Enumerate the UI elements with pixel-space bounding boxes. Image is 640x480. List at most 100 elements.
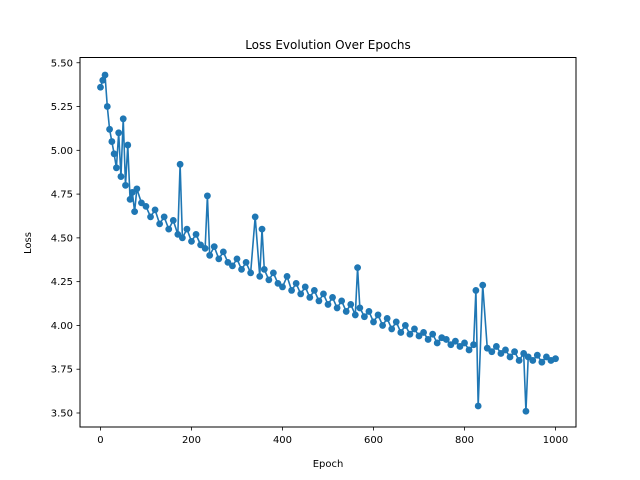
- data-point: [488, 348, 496, 356]
- data-point: [247, 269, 255, 277]
- data-point: [238, 265, 245, 273]
- plot-area: [97, 71, 559, 415]
- data-point: [292, 280, 300, 287]
- data-point: [204, 192, 211, 200]
- data-point: [124, 141, 132, 149]
- data-point: [442, 336, 450, 343]
- data-point: [529, 357, 537, 364]
- data-point: [169, 216, 177, 224]
- data-point: [301, 283, 309, 291]
- data-point: [183, 225, 191, 233]
- data-point: [533, 351, 541, 359]
- y-tick-label: 3.75: [51, 365, 73, 376]
- data-point: [320, 290, 327, 298]
- data-point: [242, 258, 250, 266]
- data-point: [288, 287, 295, 294]
- data-point: [201, 244, 209, 252]
- y-tick-label: 4.50: [51, 233, 73, 244]
- y-tick-label: 5.50: [51, 58, 73, 69]
- data-point: [131, 208, 139, 216]
- data-point: [115, 129, 123, 137]
- data-point: [433, 339, 441, 347]
- data-point: [333, 304, 341, 312]
- data-point: [397, 329, 405, 336]
- data-point: [233, 255, 241, 263]
- data-point: [279, 283, 286, 291]
- data-point: [522, 407, 530, 415]
- data-point: [283, 273, 291, 280]
- data-point: [379, 322, 387, 329]
- data-point: [370, 318, 377, 326]
- data-point: [479, 281, 487, 289]
- data-point: [113, 164, 120, 172]
- data-point: [472, 287, 480, 294]
- data-point: [383, 315, 391, 322]
- data-point: [424, 336, 432, 343]
- data-point: [215, 255, 223, 263]
- x-tick-label: 800: [455, 435, 474, 446]
- data-point: [119, 115, 127, 123]
- data-point: [552, 355, 559, 363]
- data-point: [101, 71, 109, 79]
- data-point: [97, 83, 104, 91]
- data-point: [338, 297, 346, 305]
- y-tick-label: 5.00: [51, 146, 73, 157]
- data-point: [265, 276, 273, 284]
- data-point: [206, 251, 214, 259]
- data-point: [99, 76, 107, 84]
- x-axis: 0 200 400 600 800 1000: [97, 427, 568, 446]
- data-point: [110, 150, 118, 158]
- data-point: [324, 301, 332, 308]
- data-point: [310, 287, 318, 294]
- axes-frame: [79, 57, 577, 428]
- data-point: [429, 330, 437, 338]
- y-tick-label: 5.25: [51, 102, 73, 113]
- data-point: [502, 346, 509, 354]
- y-tick-label: 3.50: [51, 408, 73, 419]
- data-point: [354, 264, 361, 272]
- data-point: [256, 273, 264, 280]
- data-point: [506, 353, 514, 361]
- data-point: [465, 346, 473, 354]
- data-point: [188, 237, 195, 245]
- data-point: [515, 357, 523, 364]
- data-point: [365, 308, 373, 315]
- data-point: [219, 248, 227, 256]
- data-point: [461, 339, 468, 347]
- x-tick-label: 1000: [543, 435, 568, 446]
- data-point: [192, 230, 200, 238]
- x-tick-label: 0: [97, 435, 103, 446]
- y-axis-title: Loss: [23, 232, 34, 254]
- y-axis: 3.50 3.75 4.00 4.25 4.50 4.75 5.00 5.25 5.50: [51, 58, 80, 419]
- data-point: [297, 290, 305, 298]
- data-point: [351, 311, 359, 319]
- data-point: [420, 329, 427, 336]
- data-point: [103, 103, 111, 110]
- data-point: [492, 343, 500, 350]
- data-point: [315, 297, 323, 305]
- data-point: [178, 234, 186, 242]
- data-point: [165, 225, 173, 233]
- x-tick-label: 600: [364, 435, 383, 446]
- data-point: [117, 173, 125, 180]
- chart-title: Loss Evolution Over Epochs: [245, 38, 411, 52]
- data-point: [160, 213, 168, 221]
- data-point: [260, 265, 268, 273]
- data-point: [229, 262, 236, 270]
- x-axis-title: Epoch: [313, 459, 344, 470]
- data-point: [142, 202, 150, 210]
- x-tick-label: 200: [182, 435, 201, 446]
- data-point: [210, 243, 218, 251]
- data-point: [122, 181, 129, 189]
- data-point: [474, 402, 482, 410]
- data-point: [538, 358, 546, 366]
- data-point: [306, 294, 314, 301]
- data-point: [269, 269, 277, 277]
- data-point: [147, 213, 154, 221]
- data-point: [470, 341, 478, 349]
- data-point: [511, 348, 518, 356]
- data-point: [392, 318, 400, 326]
- data-point: [388, 325, 396, 333]
